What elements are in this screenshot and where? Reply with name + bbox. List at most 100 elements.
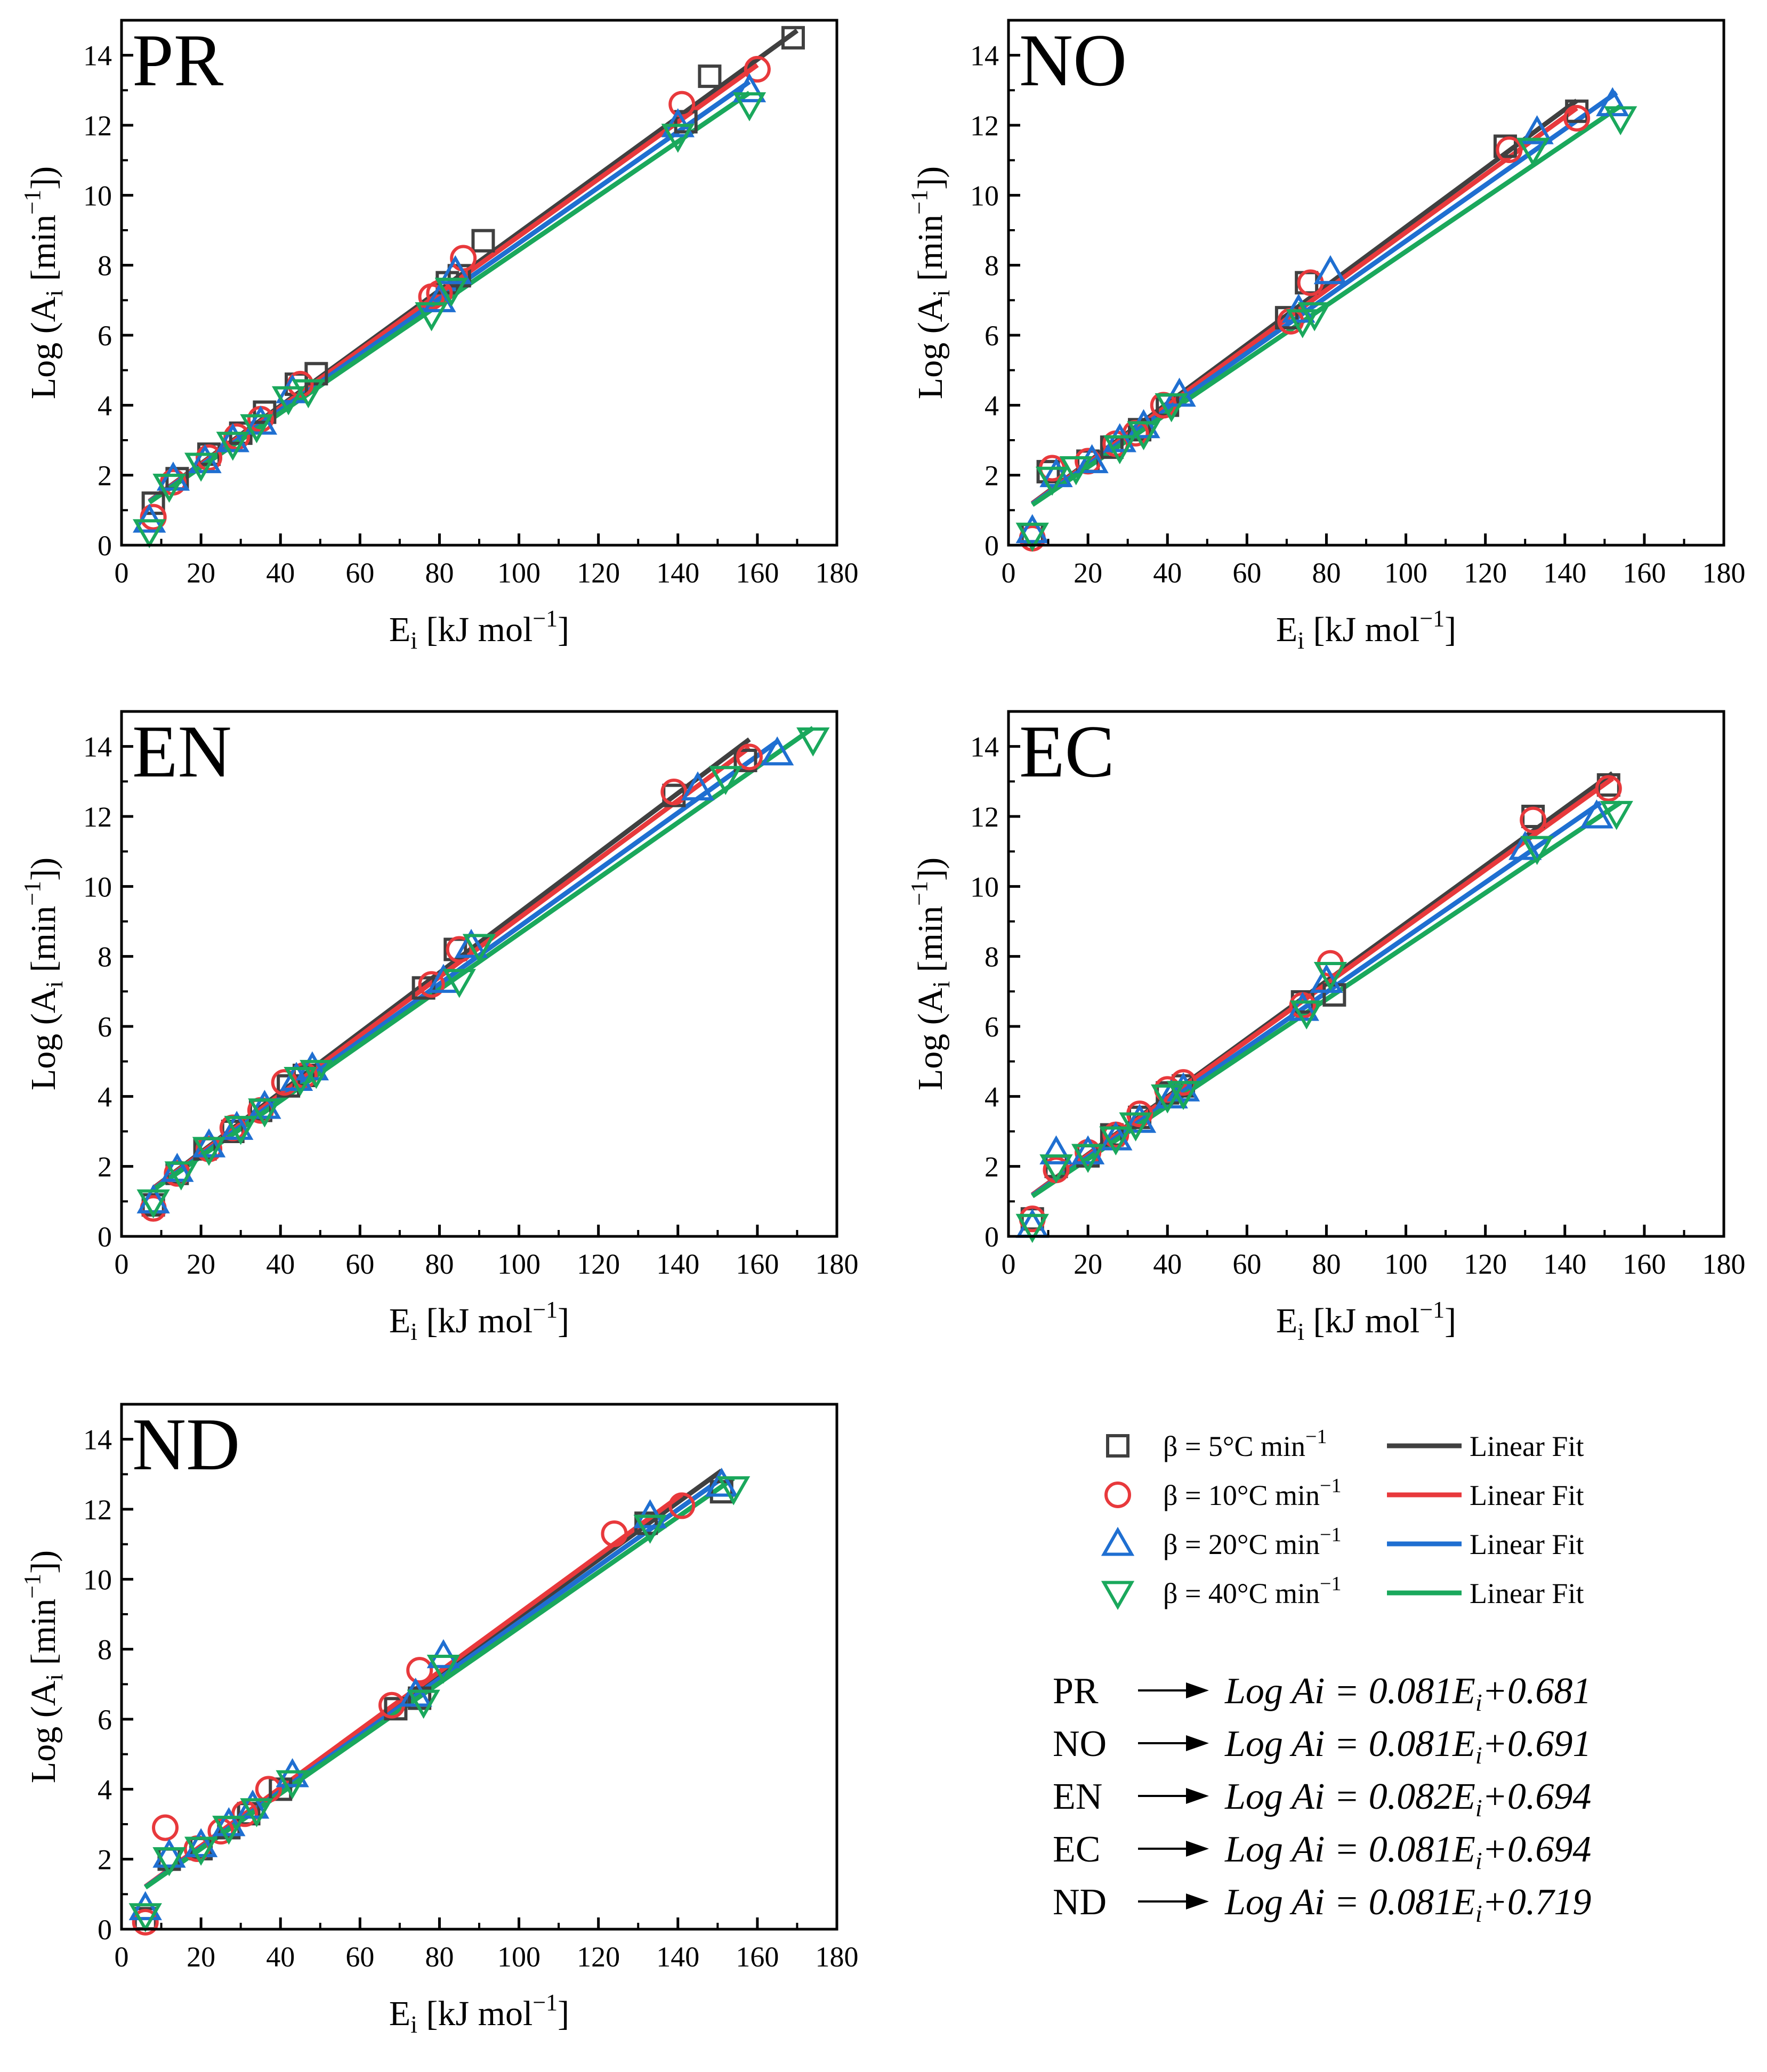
point-no-s2 [1103,423,1136,452]
y-tick-label: 2 [98,1151,112,1183]
x-tick-label: 140 [656,557,699,589]
x-tick-label: 0 [115,557,129,589]
panel-label: EC [1019,710,1115,793]
point-en-s2 [248,1089,281,1119]
panel-ec: 0 20 40 60 80 100 120 140 160 180 0 2 4 6 8 10 12 14 EC Ei … [906,710,1746,1345]
point-pr-s3 [732,92,766,122]
point-ec-s3 [1166,1081,1200,1110]
point-ec-s1 [1595,775,1622,802]
point-nd-s3 [407,1689,440,1719]
point-ec-s2 [1508,831,1542,860]
point-pr-s2 [133,503,166,533]
arrow-icon [1186,1788,1209,1804]
point-nd-s1 [668,1492,696,1519]
point-no-s0 [1274,306,1298,330]
point-no-s2 [1596,87,1629,117]
point-nd-s1 [152,1814,179,1841]
legend-row-1: β = 10°C min−1 Linear Fit [1104,1475,1584,1511]
point-en-s3 [300,1059,333,1089]
point-ec-s3 [1119,1112,1152,1142]
x-tick-label: 20 [1074,1248,1102,1280]
legend-fit-label: Linear Fit [1470,1577,1584,1609]
y-tick-label: 14 [970,40,999,72]
x-tick-label: 20 [187,557,215,589]
point-nd-s3 [276,1770,309,1800]
point-nd-s2 [276,1758,309,1787]
y-tick-label: 8 [985,250,999,282]
point-ec-s3 [1071,1144,1105,1173]
y-tick-label: 4 [98,390,112,422]
point-pr-s0 [674,110,698,134]
point-nd-s2 [212,1807,246,1836]
point-en-s3 [796,727,830,757]
point-pr-s3 [133,519,166,548]
y-tick-label: 6 [98,320,112,352]
point-pr-s3 [184,452,218,482]
point-nd-s3 [240,1798,273,1827]
x-tick-label: 160 [736,1941,779,1973]
y-tick-label: 4 [985,1081,999,1113]
legend-row-3: β = 40°C min−1 Linear Fit [1101,1573,1584,1610]
x-tick-label: 60 [345,1248,374,1280]
point-no-s2 [1282,293,1316,323]
point-ec-s3 [1313,962,1348,991]
y-tick-label: 2 [985,460,999,492]
point-pr-s0 [781,26,805,50]
point-ec-s3 [1015,1213,1049,1243]
point-nd-s2 [705,1467,738,1497]
y-tick-label: 12 [83,1494,112,1526]
x-tick-label: 100 [497,1941,540,1973]
point-en-s1 [736,743,763,771]
x-tick-label: 60 [1232,1248,1261,1280]
legend-label: β = 20°C min−1 [1163,1524,1341,1560]
x-tick-label: 100 [1384,1248,1427,1280]
equation-text: Log Ai = 0.081Ei+0.691 [1224,1723,1591,1769]
point-en-s3 [164,1161,198,1191]
point-no-s1 [1496,136,1523,163]
point-nd-s3 [426,1655,461,1684]
equation-label: ND [1053,1882,1107,1923]
y-tick-label: 4 [98,1774,112,1806]
x-tick-label: 160 [1623,1248,1666,1280]
y-tick-label: 10 [970,180,999,212]
point-ec-s3 [1039,1154,1073,1184]
point-pr-s1 [744,55,771,83]
point-en-s2 [454,928,488,958]
x-tick-label: 60 [345,1941,374,1973]
point-pr-s0 [698,64,722,88]
y-tick-label: 8 [98,250,112,282]
point-no-s3 [1103,435,1136,465]
point-ec-s3 [1151,1084,1184,1114]
x-tick-label: 60 [1232,557,1261,589]
point-pr-s0 [253,400,277,424]
point-pr-s3 [292,379,325,409]
x-tick-label: 100 [1384,557,1427,589]
y-tick-label: 10 [83,180,112,212]
point-ec-s0 [1322,983,1346,1007]
point-pr-s3 [216,432,249,461]
point-no-s1 [1563,104,1591,132]
point-ec-s2 [1155,1079,1188,1108]
equation-row-en: EN Log Ai = 0.082Ei+0.694 [1053,1776,1591,1822]
arrow-icon [1186,1893,1209,1909]
point-no-s3 [1035,466,1069,496]
point-ec-s2 [1071,1135,1105,1164]
point-pr-s0 [471,229,495,253]
y-tick-label: 12 [83,110,112,142]
x-tick-label: 160 [736,1248,779,1280]
y-tick-label: 14 [970,731,999,763]
legend-label: β = 10°C min−1 [1163,1475,1341,1511]
x-tick-label: 120 [1464,557,1507,589]
point-nd-s2 [152,1839,186,1868]
point-en-s2 [192,1128,226,1158]
arrow-icon [1186,1682,1209,1698]
x-tick-label: 40 [266,1941,295,1973]
point-no-s2 [1520,115,1554,144]
y-tick-label: 6 [985,1011,999,1043]
y-tick-label: 10 [83,871,112,903]
y-tick-label: 12 [970,110,999,142]
point-en-s2 [681,771,715,800]
y-tick-label: 0 [98,1221,112,1253]
